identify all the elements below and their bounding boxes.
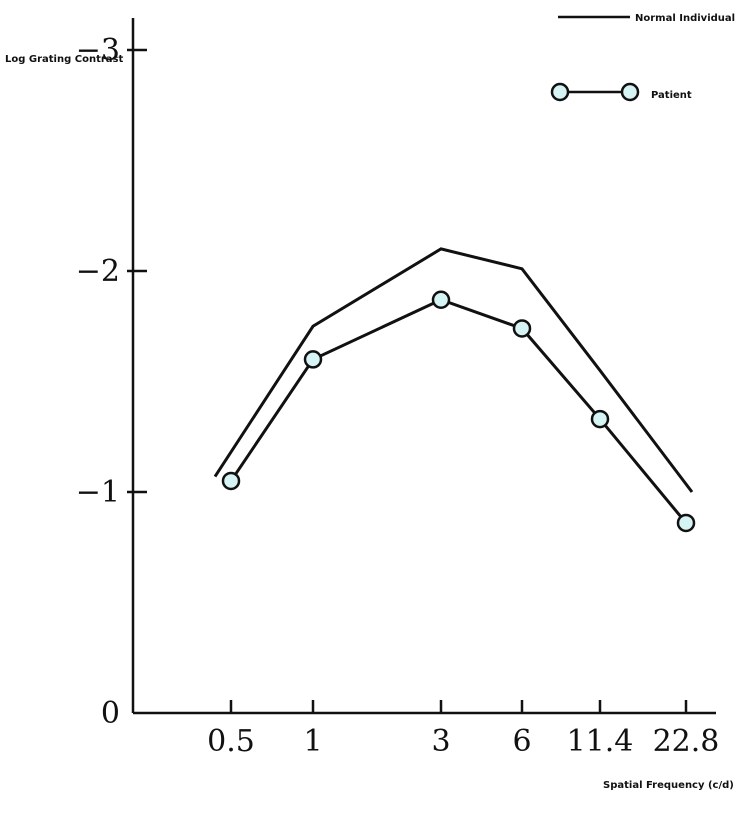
y-tick-label: −2 bbox=[76, 254, 120, 289]
patient-data-point bbox=[431, 290, 451, 309]
patient-data-point bbox=[221, 471, 241, 491]
legend-marker-patient-right bbox=[620, 82, 640, 102]
patient-data-point bbox=[512, 319, 532, 338]
y-tick-label: 0 bbox=[101, 696, 120, 731]
legend-label-normal: Normal Individual bbox=[635, 13, 735, 24]
x-ticks: 0.5 1 3 6 11.4 22.8 bbox=[207, 700, 719, 759]
series-layer bbox=[213, 247, 696, 533]
legend-label-patient: Patient bbox=[651, 90, 692, 101]
patient-data-point bbox=[303, 350, 323, 369]
x-tick-label: 11.4 bbox=[567, 724, 634, 759]
x-tick-label: 6 bbox=[512, 724, 531, 759]
x-tick-label: 1 bbox=[303, 724, 322, 759]
patient-data-point bbox=[676, 513, 696, 533]
patient-line bbox=[229, 298, 688, 524]
axes bbox=[131, 18, 716, 715]
patient-data-point bbox=[590, 409, 610, 429]
x-tick-label: 0.5 bbox=[207, 724, 255, 759]
normal-individual-line bbox=[213, 247, 694, 493]
y-ticks: 0 −1 −2 −3 bbox=[76, 33, 147, 731]
x-axis-title: Spatial Frequency (c/d) bbox=[603, 780, 734, 791]
x-tick-label: 3 bbox=[431, 724, 450, 759]
y-tick-label: −1 bbox=[76, 475, 120, 510]
legend: Normal Individual Patient bbox=[550, 13, 735, 102]
y-axis-title: Log Grating Contrast bbox=[5, 54, 123, 65]
legend-marker-patient-left bbox=[550, 82, 570, 102]
y-tick-label: −3 bbox=[76, 33, 120, 68]
x-tick-label: 22.8 bbox=[653, 724, 720, 759]
